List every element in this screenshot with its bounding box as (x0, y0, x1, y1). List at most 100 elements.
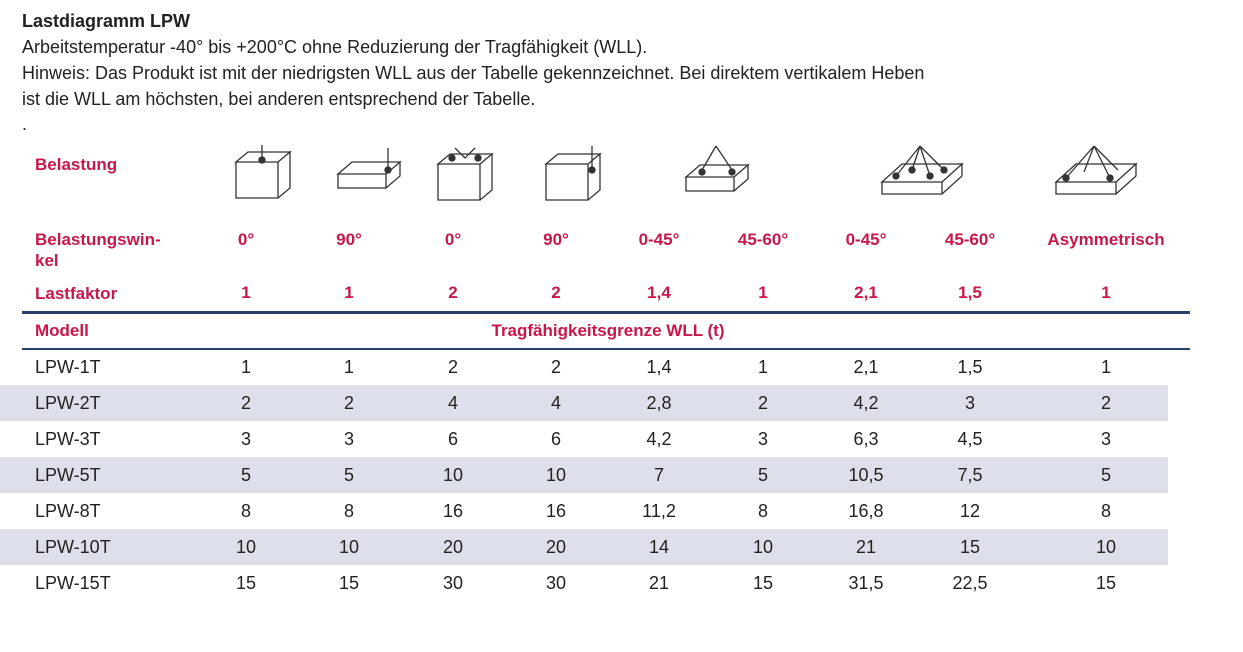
row-label: Modell (35, 321, 89, 340)
factor-cell: 1,4 (647, 283, 671, 302)
row-band (0, 385, 1168, 421)
value-cell: 6 (447, 429, 459, 449)
model-cell: LPW-8T (35, 501, 101, 521)
model-cell: LPW-15T (35, 573, 111, 593)
value-cell: 22,5 (952, 573, 988, 593)
value-cell: 1,5 (957, 357, 983, 377)
angle-cell: 0-45° (845, 230, 887, 249)
model-cell: LPW-3T (35, 429, 101, 449)
value-cell: 21 (648, 573, 670, 593)
value-cell: 20 (442, 537, 464, 557)
value-cell: 6 (550, 429, 562, 449)
value-cell: 8 (343, 501, 355, 521)
factor-cell: 1 (344, 283, 354, 302)
value-cell: 2 (550, 357, 562, 377)
value-cell: 5 (1100, 465, 1112, 485)
row-label: Belastung (35, 155, 118, 174)
value-cell: 2 (1100, 393, 1112, 413)
value-cell: 4 (447, 393, 459, 413)
value-cell: 15 (959, 537, 981, 557)
icon-slab (881, 145, 963, 195)
model-cell: LPW-1T (35, 357, 101, 377)
value-cell: 15 (338, 573, 360, 593)
value-cell: 10 (1095, 537, 1117, 557)
value-cell: 2 (240, 393, 252, 413)
row-label: kel (35, 251, 59, 270)
value-cell: 1 (343, 357, 355, 377)
value-cell: 16,8 (848, 501, 884, 521)
value-cell: 15 (1095, 573, 1117, 593)
row-band (0, 529, 1168, 565)
model-cell: LPW-5T (35, 465, 101, 485)
value-cell: 12 (959, 501, 981, 521)
value-cell: 1 (757, 357, 769, 377)
angle-cell: 0° (237, 230, 255, 249)
value-cell: 1,4 (646, 357, 672, 377)
angle-cell: 0-45° (638, 230, 680, 249)
angle-cell: 45-60° (944, 230, 996, 249)
factor-cell: 2 (448, 283, 458, 302)
angle-cell: 90° (336, 230, 362, 249)
icon-slab (685, 145, 749, 192)
model-cell: LPW-2T (35, 393, 101, 413)
value-cell: 2 (447, 357, 459, 377)
value-cell: 2 (757, 393, 769, 413)
value-cell: 8 (1100, 501, 1112, 521)
value-cell: 20 (545, 537, 567, 557)
value-cell: 15 (235, 573, 257, 593)
value-cell: 4,2 (853, 393, 879, 413)
header-cell: Tragfähigkeitsgrenze WLL (t) (491, 321, 725, 340)
value-cell: 30 (442, 573, 464, 593)
value-cell: 1 (1100, 357, 1112, 377)
icon-flat (337, 148, 401, 189)
row-label: Lastfaktor (35, 284, 118, 303)
rule (22, 348, 1190, 350)
row-label: Belastungswin- (35, 230, 161, 249)
factor-cell: 1 (1101, 283, 1111, 302)
text-line: ist die WLL am höchsten, bei anderen ent… (22, 89, 536, 109)
row-band (0, 457, 1168, 493)
dot: . (22, 114, 28, 134)
value-cell: 10 (442, 465, 464, 485)
value-cell: 4,2 (646, 429, 672, 449)
value-cell: 30 (545, 573, 567, 593)
value-cell: 6,3 (853, 429, 879, 449)
value-cell: 10 (338, 537, 360, 557)
value-cell: 16 (545, 501, 567, 521)
value-cell: 1 (240, 357, 252, 377)
factor-cell: 1 (241, 283, 251, 302)
value-cell: 31,5 (848, 573, 884, 593)
value-cell: 10 (235, 537, 257, 557)
value-cell: 2,1 (853, 357, 879, 377)
text-line: Hinweis: Das Produkt ist mit der niedrig… (22, 63, 925, 83)
factor-cell: 2,1 (854, 283, 878, 302)
value-cell: 3 (343, 429, 355, 449)
value-cell: 7,5 (957, 465, 983, 485)
value-cell: 2 (343, 393, 355, 413)
icon-cube (545, 146, 601, 201)
rule (22, 311, 1190, 314)
value-cell: 8 (757, 501, 769, 521)
factor-cell: 1 (758, 283, 768, 302)
value-cell: 3 (1100, 429, 1112, 449)
factor-cell: 1,5 (958, 283, 982, 302)
angle-cell: 45-60° (737, 230, 789, 249)
icon-slab (1055, 145, 1137, 195)
value-cell: 7 (653, 465, 665, 485)
icon-cube (437, 147, 493, 201)
value-cell: 10 (752, 537, 774, 557)
value-cell: 16 (442, 501, 464, 521)
value-cell: 3 (757, 429, 769, 449)
factor-cell: 2 (551, 283, 561, 302)
value-cell: 5 (343, 465, 355, 485)
value-cell: 14 (648, 537, 670, 557)
value-cell: 11,2 (642, 501, 676, 521)
value-cell: 10,5 (848, 465, 884, 485)
value-cell: 3 (964, 393, 976, 413)
title: Lastdiagramm LPW (22, 11, 191, 31)
value-cell: 21 (855, 537, 877, 557)
angle-cell: Asymmetrisch (1047, 230, 1165, 249)
model-cell: LPW-10T (35, 537, 111, 557)
